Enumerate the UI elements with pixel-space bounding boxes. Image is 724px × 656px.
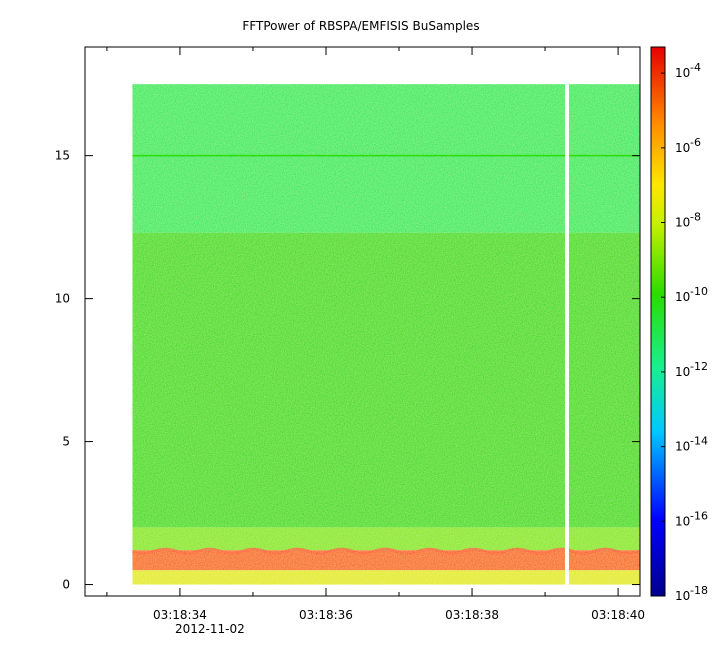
colorbar-tick-label-0: 10 bbox=[675, 66, 690, 80]
colorbar-gradient bbox=[650, 46, 666, 597]
colorbar-tick-exponent-5: -14 bbox=[690, 435, 708, 448]
band-green-1 bbox=[132, 232, 640, 528]
colorbar-tick-exponent-3: -10 bbox=[690, 285, 708, 298]
band-cyan-green-0 bbox=[132, 84, 640, 233]
colorbar-tick-label-4: 10 bbox=[675, 365, 690, 379]
y-tick-label-5: 5 bbox=[62, 435, 70, 449]
colorbar-tick-label-3: 10 bbox=[675, 290, 690, 304]
y-tick-label-0: 0 bbox=[62, 578, 70, 592]
x-date-label: 2012-11-02 bbox=[175, 622, 245, 636]
x-tick-label-34: 03:18:34 bbox=[153, 608, 207, 622]
y-tick-label-10: 10 bbox=[55, 292, 70, 306]
red-band-ripple bbox=[132, 547, 639, 555]
band-red-3 bbox=[132, 550, 640, 571]
x-tick-label-38: 03:18:38 bbox=[445, 608, 499, 622]
x-axis: 03:18:34 03:18:36 03:18:38 03:18:40 bbox=[106, 47, 645, 622]
colorbar-tick-label-6: 10 bbox=[675, 514, 690, 528]
y-axis: 0 5 10 15 bbox=[55, 149, 640, 592]
colorbar-tick-exponent-4: -12 bbox=[690, 360, 708, 373]
data-gap bbox=[564, 84, 569, 585]
y-tick-label-15: 15 bbox=[55, 149, 70, 163]
band-yellow-green-2 bbox=[132, 527, 640, 551]
colorbar-tick-exponent-2: -8 bbox=[690, 211, 701, 224]
colorbar-tick-label-5: 10 bbox=[675, 440, 690, 454]
plot-area bbox=[132, 84, 640, 585]
x-tick-label-40: 03:18:40 bbox=[591, 608, 645, 622]
x-tick-label-36: 03:18:36 bbox=[299, 608, 353, 622]
colorbar-tick-exponent-1: -6 bbox=[690, 136, 701, 149]
plot-frame bbox=[84, 46, 641, 597]
colorbar-tick-exponent-6: -16 bbox=[690, 509, 708, 522]
colorbar-tick-exponent-0: -4 bbox=[690, 61, 701, 74]
colorbar-tick-exponent-7: -18 bbox=[690, 584, 708, 597]
colorbar-tick-label-1: 10 bbox=[675, 141, 690, 155]
colorbar-tick-label-2: 10 bbox=[675, 216, 690, 230]
chart-title: FFTPower of RBSPA/EMFISIS BuSamples bbox=[242, 19, 479, 33]
colorbar-tick-label-7: 10 bbox=[675, 589, 690, 603]
band-yellow-4 bbox=[132, 570, 640, 585]
spectrogram-cells bbox=[132, 84, 640, 585]
